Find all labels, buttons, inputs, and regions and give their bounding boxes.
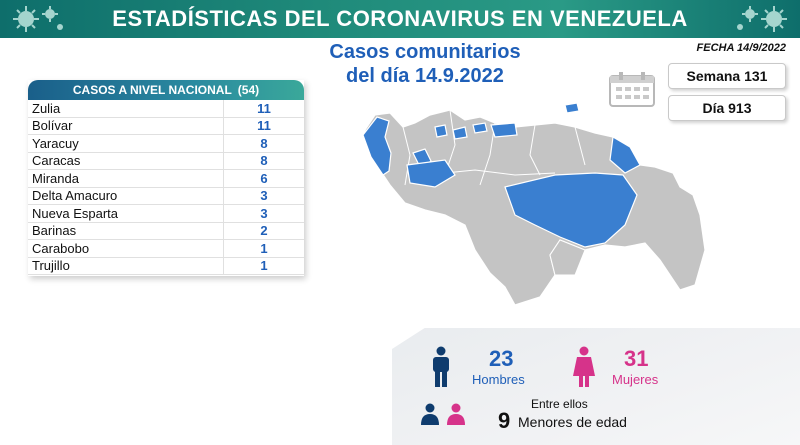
table-row: Yaracuy 8 — [28, 135, 304, 153]
state-cases: 8 — [260, 153, 268, 169]
boy-icon — [421, 403, 439, 425]
venezuela-map — [362, 102, 706, 306]
minors-label: Menores de edad — [518, 414, 627, 430]
table-row: Trujillo 1 — [28, 257, 304, 275]
table-row: Delta Amacuro 3 — [28, 187, 304, 205]
day-box: Día 913 — [668, 95, 786, 121]
state-cases: 1 — [260, 258, 268, 274]
table-body: Zulia 11 Bolívar 11 Yaracuy 8 Caracas 8 Miranda 6… — [28, 100, 304, 275]
national-cases-table: CASOS A NIVEL NACIONAL (54) Zulia 11 Bolív… — [28, 80, 304, 276]
women-count: 31 — [624, 346, 649, 371]
men-label: Hombres — [472, 372, 525, 387]
subtitle-line-2: del día 14.9.2022 — [346, 65, 504, 87]
state-cases: 8 — [260, 135, 268, 151]
state-name: Nueva Esparta — [28, 205, 224, 222]
map-state-zulia — [362, 116, 392, 176]
table-row: Carabobo 1 — [28, 240, 304, 258]
table-row: Miranda 6 — [28, 170, 304, 188]
state-cases: 3 — [260, 188, 268, 204]
state-name: Trujillo — [28, 257, 224, 274]
map-state-delta-amacuro — [609, 136, 641, 174]
state-name: Yaracuy — [28, 135, 224, 152]
state-cases: 3 — [260, 205, 268, 221]
table-row: Caracas 8 — [28, 152, 304, 170]
table-row: Zulia 11 — [28, 100, 304, 118]
man-icon — [433, 346, 449, 387]
map-state-barinas — [406, 159, 456, 188]
date-label: FECHA 14/9/2022 — [696, 42, 786, 54]
table-row: Bolívar 11 — [28, 117, 304, 135]
state-name: Miranda — [28, 170, 224, 187]
state-name: Carabobo — [28, 240, 224, 257]
state-cases: 11 — [257, 100, 271, 116]
among-label: Entre ellos — [531, 397, 588, 411]
state-name: Caracas — [28, 152, 224, 169]
map-state-yaracuy — [434, 124, 448, 138]
woman-icon — [573, 346, 595, 387]
minors-count: 9 — [498, 408, 511, 433]
stats-panel: 23 Hombres 31 Mujeres Entre ellos 9 Meno… — [392, 328, 800, 445]
state-name: Bolívar — [28, 117, 224, 134]
map-state-caracas — [472, 122, 488, 134]
girl-icon — [447, 403, 465, 425]
table-row: Barinas 2 — [28, 222, 304, 240]
men-count: 23 — [489, 346, 514, 371]
map-state-carabobo — [452, 126, 468, 140]
header-bar: ESTADÍSTICAS DEL CORONAVIRUS EN VENEZUEL… — [0, 0, 800, 38]
page-title: ESTADÍSTICAS DEL CORONAVIRUS EN VENEZUEL… — [112, 6, 688, 31]
map-state-miranda — [490, 122, 518, 138]
state-cases: 1 — [260, 240, 268, 256]
state-name: Zulia — [28, 100, 224, 117]
table-title: CASOS A NIVEL NACIONAL — [72, 83, 232, 97]
virus-icon — [737, 6, 787, 32]
week-box: Semana 131 — [668, 63, 786, 89]
table-row: Nueva Esparta 3 — [28, 205, 304, 223]
map-state-bolivar — [504, 172, 638, 248]
state-cases: 11 — [257, 118, 271, 134]
state-name: Barinas — [28, 222, 224, 239]
state-cases: 6 — [260, 170, 268, 186]
subtitle-line-1: Casos comunitarios — [329, 41, 521, 63]
women-label: Mujeres — [612, 372, 659, 387]
virus-icon — [13, 6, 63, 32]
state-name: Delta Amacuro — [28, 187, 224, 204]
table-total: (54) — [237, 83, 260, 97]
subtitle: Casos comunitarios del día 14.9.2022 — [300, 40, 550, 88]
calendar-icon — [609, 72, 655, 107]
map-state-nueva-esparta — [564, 102, 580, 114]
table-header: CASOS A NIVEL NACIONAL (54) — [28, 80, 304, 100]
state-cases: 2 — [260, 223, 268, 239]
